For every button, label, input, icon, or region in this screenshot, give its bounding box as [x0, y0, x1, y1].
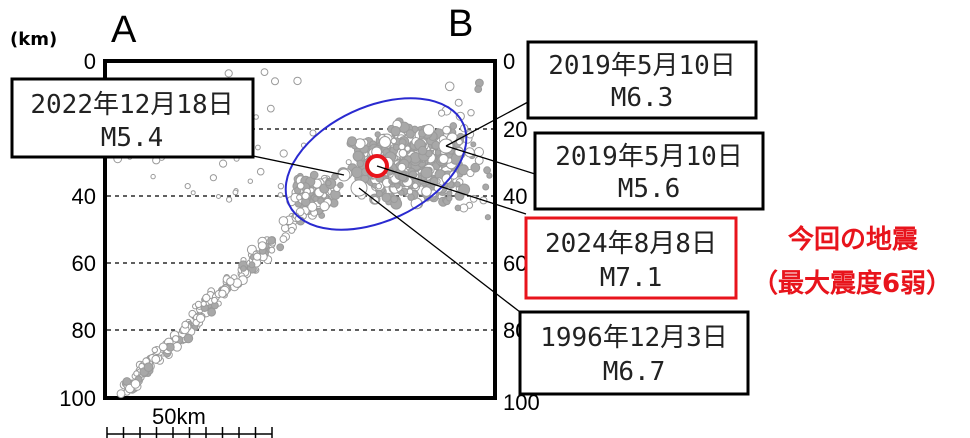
depth-tick-left-40: 40 — [72, 184, 96, 209]
aftershock-area-ellipse — [284, 97, 468, 231]
event-box-2022-mag: M5.4 — [101, 123, 164, 153]
end-label-a: A — [111, 9, 137, 51]
event-box-2019-m56-frame — [533, 131, 765, 211]
event-box-1996: 1996年12月3日 M6.7 — [518, 310, 750, 396]
event-box-2019-m63-frame — [526, 40, 758, 120]
depth-tick-left-60: 60 — [72, 251, 96, 276]
leader-1996 — [358, 187, 521, 313]
event-box-2024: 2024年8月8日 M7.1 — [524, 216, 738, 300]
event-box-2022: 2022年12月18日 M5.4 — [10, 77, 255, 159]
event-box-1996-frame — [518, 310, 750, 396]
note-line-2: （最大震度6弱） — [752, 268, 952, 299]
distance-scale: 50km — [106, 404, 273, 438]
event-box-2022-frame — [10, 77, 255, 159]
scale-ticks — [106, 427, 273, 438]
depth-unit-label: (km) — [10, 29, 57, 50]
event-box-2019-m56-mag: M5.6 — [618, 174, 681, 204]
depth-tick-right-40: 40 — [503, 184, 527, 209]
event-box-2019-m63: 2019年5月10日 M6.3 — [526, 40, 758, 120]
event-box-2024-date: 2024年8月8日 — [545, 229, 717, 259]
depth-tick-left-100: 100 — [59, 386, 96, 411]
depth-tick-right-20: 20 — [503, 117, 527, 142]
depth-tick-right-0: 0 — [503, 49, 515, 74]
leader-2024 — [376, 165, 527, 215]
depth-ticks-left: 0 40 60 80 100 — [59, 49, 96, 411]
leader-2019-m56 — [445, 145, 536, 175]
depth-tick-left-80: 80 — [72, 318, 96, 343]
note-line-1: 今回の地震 — [788, 224, 919, 255]
event-box-1996-date: 1996年12月3日 — [540, 323, 728, 353]
event-box-1996-mag: M6.7 — [603, 357, 666, 387]
leader-lines — [252, 101, 536, 313]
event-box-2019-m56: 2019年5月10日 M5.6 — [533, 131, 765, 211]
event-box-2019-m56-date: 2019年5月10日 — [555, 142, 743, 172]
event-box-2019-m63-mag: M6.3 — [611, 83, 674, 113]
depth-tick-right-60: 60 — [503, 251, 527, 276]
event-box-2019-m63-date: 2019年5月10日 — [548, 51, 736, 81]
leader-2022 — [252, 155, 345, 176]
event-box-2024-mag: M7.1 — [600, 263, 663, 293]
end-label-b: B — [448, 3, 473, 45]
event-box-2024-frame — [524, 216, 738, 300]
depth-tick-left-0: 0 — [84, 49, 96, 74]
event-box-2022-date: 2022年12月18日 — [30, 90, 233, 120]
leader-2019-m63 — [445, 101, 529, 147]
scale-label: 50km — [152, 404, 206, 429]
